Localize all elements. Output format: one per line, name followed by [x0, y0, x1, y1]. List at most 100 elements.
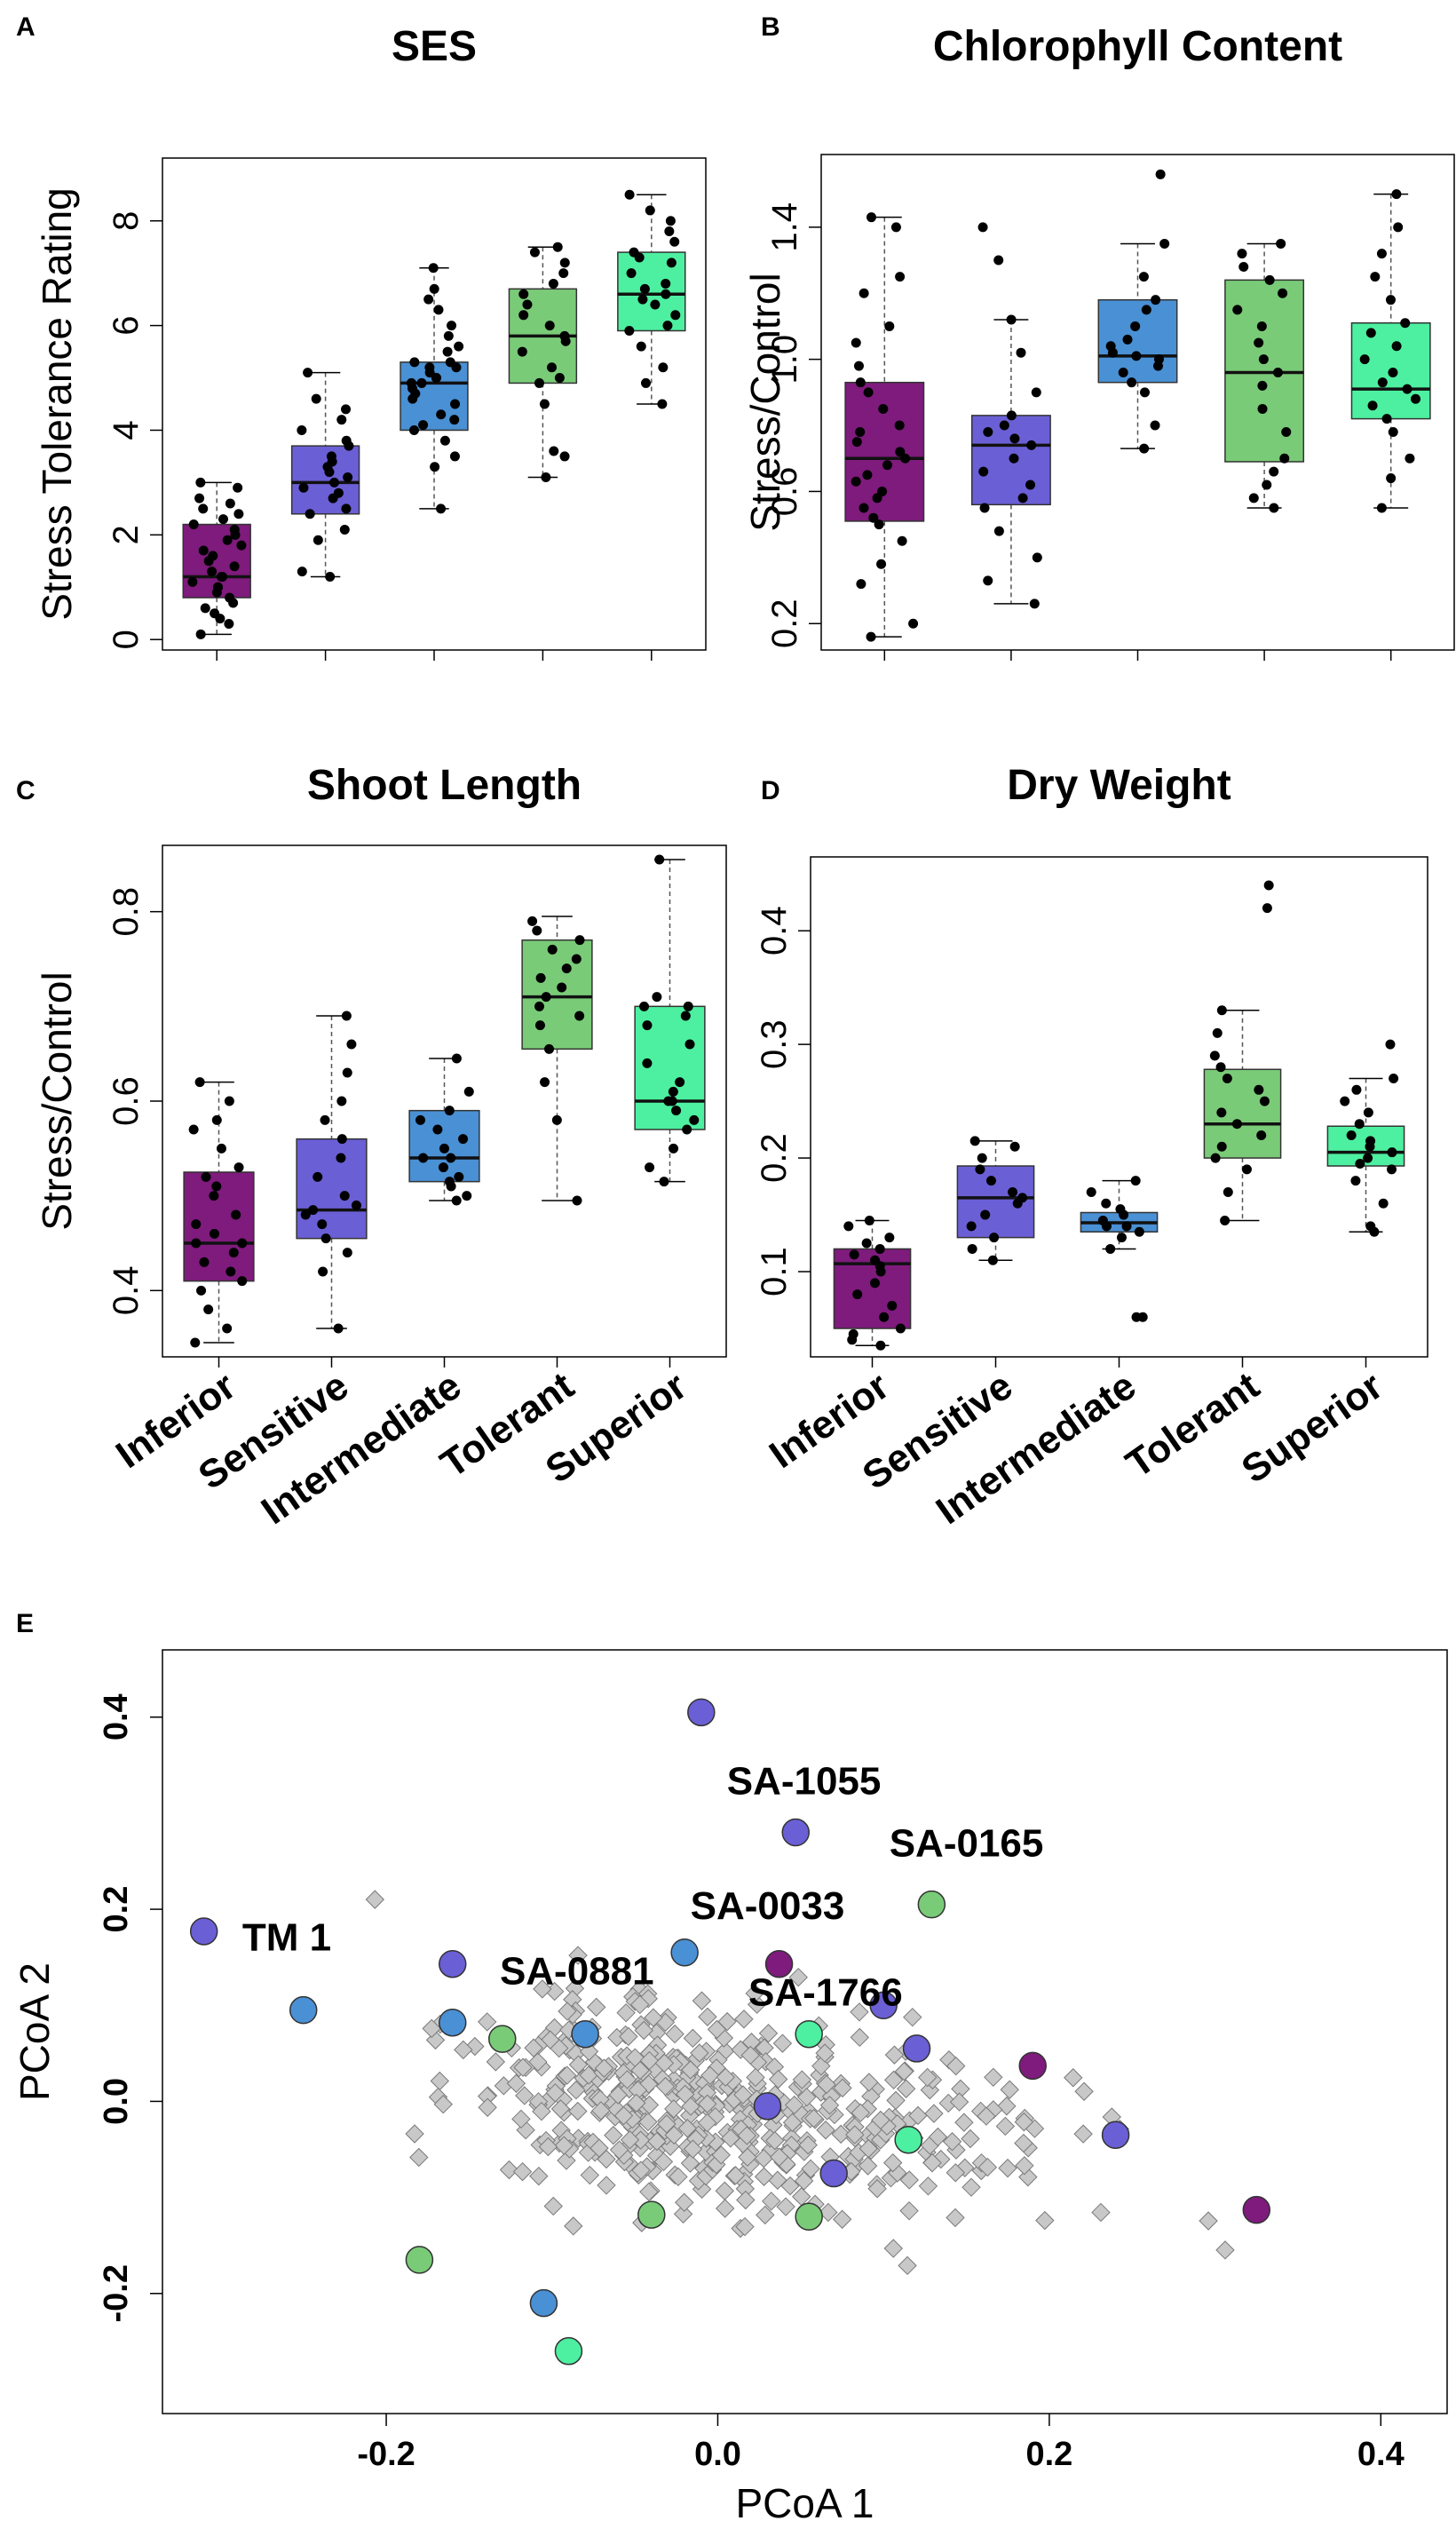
data-point [1262, 903, 1272, 914]
data-point [225, 498, 235, 509]
data-point [876, 559, 887, 569]
highlighted-point-intermediate [438, 2008, 467, 2037]
background-point [511, 2109, 531, 2129]
data-point [1127, 377, 1137, 388]
panel-title-b: Chlorophyll Content [933, 23, 1342, 70]
data-point [664, 226, 675, 237]
data-point [1367, 400, 1378, 411]
data-point [572, 1195, 582, 1206]
data-point [682, 1124, 692, 1135]
data-point [297, 567, 307, 577]
data-point [547, 944, 558, 955]
data-point [1231, 1119, 1242, 1130]
y-tick-label: 0.2 [98, 1886, 135, 1933]
box-inferior [833, 1215, 912, 1351]
data-point [210, 608, 220, 619]
background-point [867, 2179, 887, 2199]
data-point [624, 325, 635, 336]
background-point [557, 2151, 576, 2170]
data-point [1216, 1005, 1227, 1016]
data-point [436, 409, 447, 420]
data-point [200, 603, 210, 614]
background-point [690, 2043, 709, 2063]
data-point [333, 488, 344, 498]
data-point [463, 1086, 474, 1097]
background-point [616, 2002, 636, 2023]
data-point [645, 1162, 655, 1173]
y-tick-label: 1.0 [765, 335, 804, 385]
data-point [1254, 337, 1264, 348]
background-point [697, 2113, 717, 2133]
data-point [449, 415, 460, 425]
data-point [870, 1255, 881, 1265]
background-point [692, 1991, 712, 2010]
background-point [486, 2052, 506, 2072]
accession-label: SA-0033 [691, 1884, 845, 1928]
background-point [886, 2090, 906, 2111]
data-point [864, 1215, 874, 1225]
data-point [978, 466, 989, 477]
data-point [462, 1191, 472, 1201]
background-point [639, 2050, 660, 2071]
data-point [1238, 261, 1249, 272]
background-point [499, 2160, 519, 2180]
background-point [664, 2125, 684, 2145]
highlighted-point-intermediate [289, 1995, 318, 2025]
background-point [1064, 2068, 1083, 2088]
data-point [561, 963, 572, 974]
data-point [229, 561, 240, 572]
panel-letter-a: A [16, 12, 36, 42]
background-point [782, 2113, 803, 2132]
background-accessions [365, 1890, 1235, 2276]
box-tolerant [508, 242, 578, 483]
background-point [871, 2110, 890, 2130]
data-point [966, 1221, 977, 1232]
data-point [188, 519, 199, 530]
y-axis-label: PCoA 2 [12, 1962, 58, 2101]
data-point [642, 1020, 653, 1031]
box-tolerant [1224, 238, 1305, 513]
data-point [900, 453, 911, 464]
background-point [1000, 2080, 1019, 2099]
data-point [231, 1209, 241, 1220]
data-point [406, 377, 416, 388]
background-point [608, 2085, 628, 2105]
data-point [1281, 426, 1292, 437]
data-point [684, 1039, 695, 1050]
background-point [998, 2158, 1017, 2178]
data-point [325, 571, 336, 582]
background-point [977, 2106, 996, 2126]
y-tick-label: 0.6 [765, 467, 804, 517]
background-point [465, 2036, 485, 2057]
highlighted-point-tolerant [795, 2202, 823, 2231]
background-point [524, 2038, 543, 2057]
box-inferior [844, 212, 925, 642]
background-point [609, 2140, 629, 2160]
data-point [1105, 1243, 1116, 1254]
data-point [339, 524, 350, 535]
data-point [1276, 238, 1286, 249]
data-point [853, 361, 864, 371]
data-point [320, 1114, 330, 1125]
background-point [1035, 2210, 1055, 2231]
data-point [552, 242, 563, 252]
data-point [993, 255, 1004, 266]
data-point [668, 1086, 678, 1097]
data-point [1212, 1027, 1223, 1038]
background-point [859, 2073, 879, 2092]
data-point [551, 1114, 562, 1125]
data-point [343, 472, 353, 483]
data-point [977, 1153, 987, 1163]
y-axis-label: Stress Tolerance Rating [34, 187, 80, 621]
data-point [683, 1001, 693, 1011]
background-point [882, 2152, 903, 2173]
background-point [725, 2166, 746, 2185]
background-point [851, 2103, 870, 2123]
data-point [1029, 599, 1040, 609]
highlighted-point-tolerant [405, 2246, 434, 2274]
background-point [655, 2076, 676, 2097]
background-point [961, 2177, 981, 2197]
background-point [532, 2101, 551, 2121]
data-point [408, 424, 419, 435]
data-point [1153, 354, 1164, 365]
